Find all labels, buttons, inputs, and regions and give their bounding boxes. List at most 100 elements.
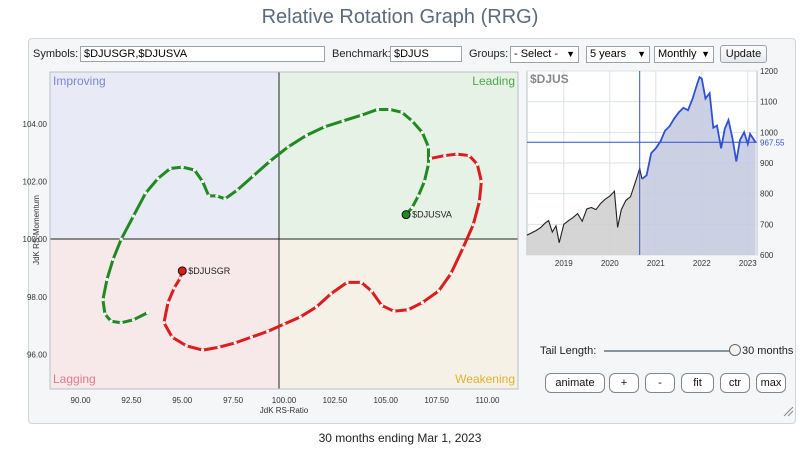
center-button[interactable]: ctr [720, 373, 750, 393]
rrg-tail-point [168, 166, 172, 171]
y-axis-ticks: 104.00 102.00 100.00 98.00 96.00 [23, 120, 48, 360]
rrg-tail-point [235, 188, 239, 192]
x-tick-label: 107.50 [424, 396, 449, 405]
y-tick-label: 104.00 [23, 120, 48, 129]
rrg-tail-line [162, 152, 483, 352]
groups-label: Groups: [469, 48, 509, 60]
quadrant-label-leading: Leading [472, 74, 515, 88]
interval-select[interactable]: Monthly ▼ [654, 46, 714, 63]
rrg-tail-point [369, 289, 374, 293]
rrg-tail-point [217, 345, 221, 349]
rrg-tail-point [422, 179, 426, 184]
benchmark-y-tick-label: 800 [760, 190, 774, 199]
rrg-tail-point [103, 312, 107, 316]
symbols-label: Symbols: [33, 48, 79, 60]
rrg-plot-border [49, 71, 519, 390]
benchmark-x-tick-label: 2021 [647, 259, 665, 268]
rrg-tail-point [180, 165, 184, 169]
rrg-tail-point [286, 145, 290, 149]
rrg-tail-point [329, 292, 333, 296]
y-tick-label: 102.00 [23, 178, 48, 187]
chevron-down-icon: ▼ [701, 49, 710, 59]
rrg-tail-point [268, 159, 272, 163]
rrg-tail-point [345, 280, 349, 284]
rrg-tail-point [426, 145, 431, 149]
y-tick-label: 100.00 [23, 235, 48, 244]
rrg-tail-point [166, 300, 170, 305]
y-tick-label: 96.00 [27, 350, 48, 359]
rrg-series-label: $DJUSVA [412, 210, 452, 220]
page-title: Relative Rotation Graph (RRG) [261, 6, 539, 28]
tail-length-label: Tail Length: [540, 345, 597, 357]
rrg-tail-point [376, 107, 380, 112]
benchmark-line [526, 166, 643, 243]
rrg-head-marker[interactable] [177, 266, 187, 276]
y-tick-label: 98.00 [27, 293, 48, 302]
benchmark-series-group [526, 75, 757, 255]
quadrant-weakening [279, 239, 518, 389]
rrg-tail-point [192, 168, 197, 172]
tail-length-slider-track[interactable] [604, 350, 735, 352]
rrg-tail-point [178, 276, 182, 280]
symbols-input[interactable]: $DJUSGR,$DJUSVA [80, 46, 325, 62]
rrg-tail-point [144, 191, 148, 195]
rrg-tail-point [233, 341, 237, 345]
rrg-tail-point [426, 162, 431, 166]
rrg-tail-point [449, 272, 453, 276]
x-tick-label: 92.50 [121, 396, 142, 405]
benchmark-input[interactable]: $DJUS [390, 46, 462, 62]
rrg-head-marker[interactable] [401, 210, 411, 220]
rrg-tail-point [105, 277, 109, 282]
rrg-tail-point [170, 335, 174, 339]
rrg-tail-point [282, 322, 286, 326]
rrg-tail-point [341, 119, 345, 123]
benchmark-current-value: 967.55 [760, 138, 785, 147]
quadrant-label-improving: Improving [53, 74, 106, 88]
x-axis-label: JdK RS-Ratio [260, 406, 309, 415]
resize-grip-icon[interactable] [782, 405, 794, 417]
rrg-tail-point [131, 318, 136, 322]
benchmark-x-tick-label: 2022 [693, 259, 711, 268]
animate-button[interactable]: animate [545, 373, 605, 393]
quadrant-improving [50, 72, 279, 239]
rrg-tail-point [477, 200, 481, 204]
benchmark-y-tick-label: 600 [760, 251, 774, 260]
rrg-tail-point [207, 194, 211, 198]
x-tick-label: 102.50 [323, 396, 348, 405]
rrg-tail-point [437, 289, 441, 293]
zoom-in-button[interactable]: + [609, 373, 639, 393]
rrg-tail-point [467, 153, 471, 158]
groups-select[interactable]: - Select - ▼ [510, 46, 579, 63]
zoom-out-button[interactable]: - [645, 373, 675, 393]
rrg-tail-point [201, 179, 205, 184]
benchmark-y-tick-label: 700 [760, 220, 774, 229]
rrg-tail-point [172, 286, 176, 290]
benchmark-title: $DJUS [530, 72, 569, 86]
rrg-tail-point [162, 321, 166, 325]
y-axis-label: JdK RS-Momentum [32, 195, 41, 265]
rrg-tail-point [146, 311, 150, 315]
x-axis-ticks: 90.00 92.50 95.00 97.50 100.00 102.50 105.00 10… [71, 396, 500, 405]
footer-caption: 30 months ending Mar 1, 2023 [318, 431, 482, 445]
tail-length-slider-handle[interactable] [729, 344, 741, 356]
max-button[interactable]: max [756, 373, 786, 393]
rrg-tail-point [215, 194, 219, 198]
x-tick-label: 100.00 [272, 396, 297, 405]
benchmark-x-tick-label: 2023 [739, 259, 757, 268]
period-select[interactable]: 5 years ▼ [586, 46, 650, 63]
rrg-tail-point [410, 119, 414, 123]
update-button[interactable]: Update [720, 45, 767, 63]
benchmark-y-tick-label: 1200 [760, 67, 778, 76]
rrg-tail-point [119, 237, 123, 241]
rrg-tail-point [428, 156, 433, 161]
fit-button[interactable]: fit [681, 373, 714, 393]
chevron-down-icon: ▼ [566, 49, 575, 59]
rrg-tail-point [479, 179, 483, 184]
rrg-tail-point [184, 344, 188, 348]
rrg-tail-point [455, 152, 459, 156]
rrg-tail-point [109, 319, 113, 323]
benchmark-y-tick-label: 1100 [760, 98, 778, 107]
benchmark-label: Benchmark: [332, 48, 391, 60]
quadrant-label-lagging: Lagging [53, 372, 96, 386]
